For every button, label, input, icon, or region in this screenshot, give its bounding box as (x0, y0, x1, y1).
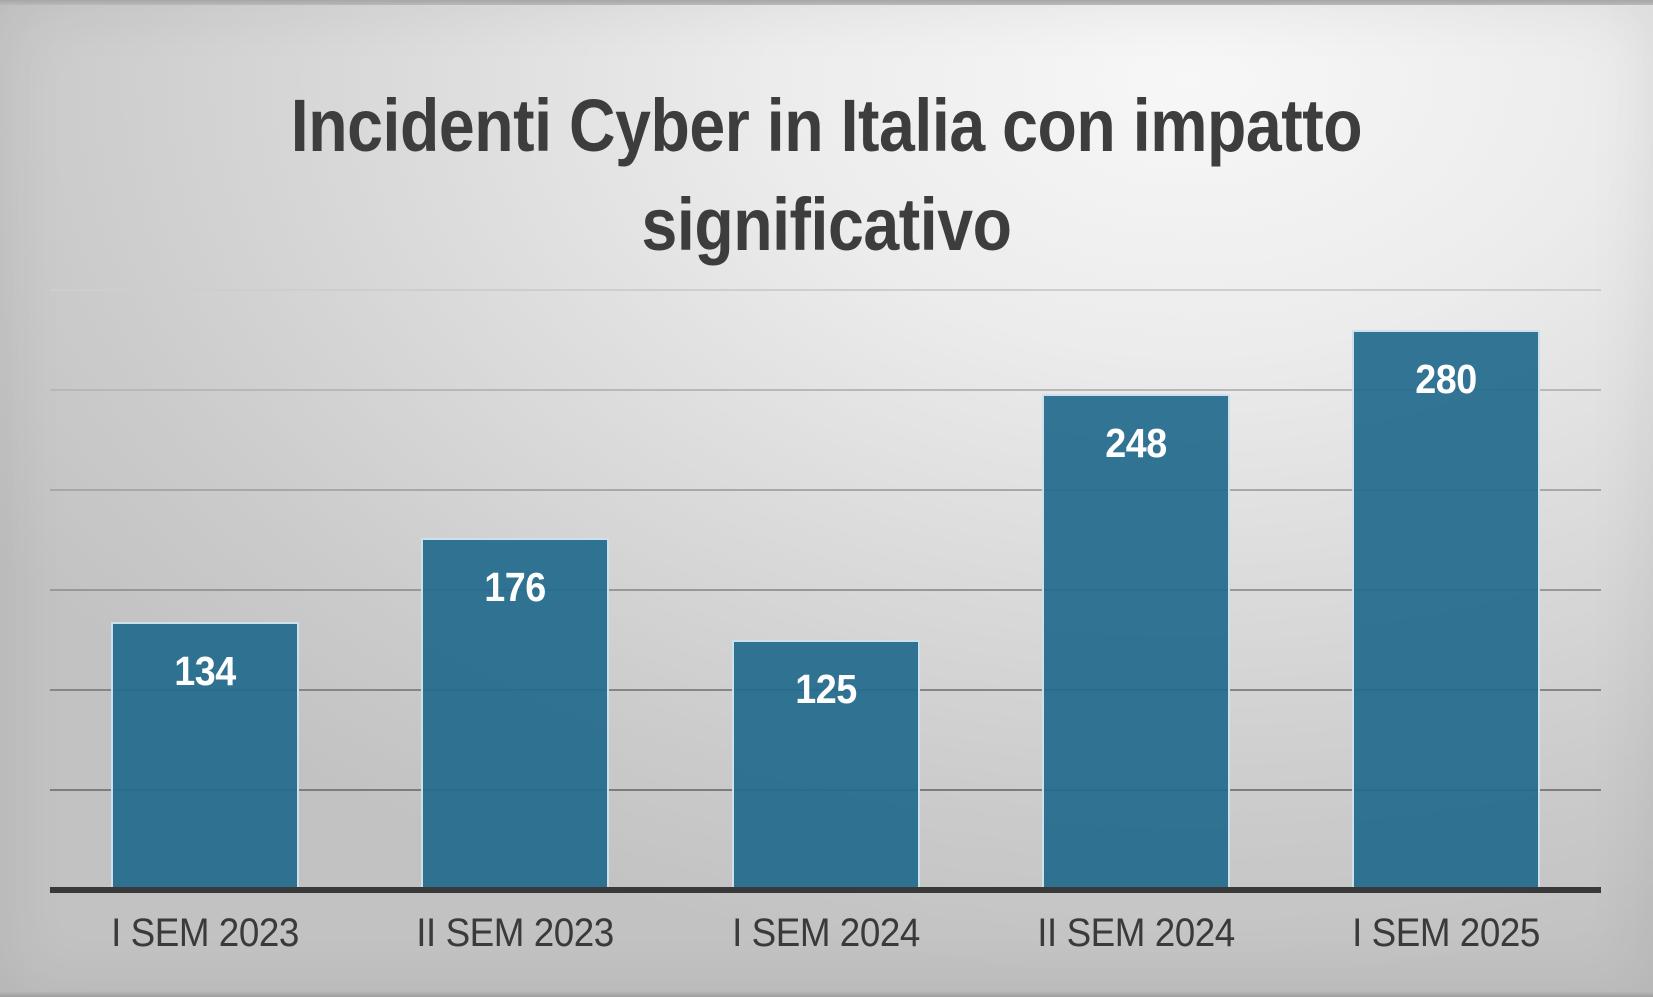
slide-top-edge (0, 0, 1653, 5)
x-axis-label-ii-sem-2024: II SEM 2024 (1036, 911, 1235, 955)
x-axis-line (50, 887, 1601, 893)
plot-area: 134 176 125 248 280 (50, 0, 1601, 890)
x-axis-label-ii-sem-2023: II SEM 2023 (416, 911, 615, 955)
bar-value-label: 134 (174, 648, 236, 694)
x-axis-label-i-sem-2023: I SEM 2023 (111, 911, 299, 955)
x-axis-labels: I SEM 2023 II SEM 2023 I SEM 2024 II SEM 20… (50, 903, 1601, 963)
gridline-250 (50, 389, 1601, 391)
chart-title-line-2: significativo (641, 182, 1012, 266)
slide-bottom-edge (0, 991, 1653, 997)
gridline-200 (50, 489, 1601, 491)
bar-value-label: 125 (794, 666, 857, 712)
gridline-300 (50, 289, 1601, 291)
bar-i-sem-2024: 125 (731, 640, 920, 890)
chart-title-line-1: Incidenti Cyber in Italia con impatto (290, 83, 1363, 167)
bar-value-label: 280 (1415, 356, 1477, 402)
chart-title: Incidenti Cyber in Italia con impatto si… (107, 76, 1545, 274)
bar-i-sem-2023: 134 (111, 622, 300, 890)
bar-value-label: 176 (484, 564, 547, 610)
bar-ii-sem-2024: 248 (1041, 394, 1230, 890)
bar-ii-sem-2023: 176 (421, 538, 610, 890)
gridline-150 (50, 589, 1601, 591)
x-axis-label-i-sem-2024: I SEM 2024 (731, 911, 920, 955)
x-axis-label-i-sem-2025: I SEM 2025 (1352, 911, 1540, 955)
bar-value-label: 248 (1104, 420, 1167, 466)
bar-i-sem-2025: 280 (1351, 330, 1540, 890)
